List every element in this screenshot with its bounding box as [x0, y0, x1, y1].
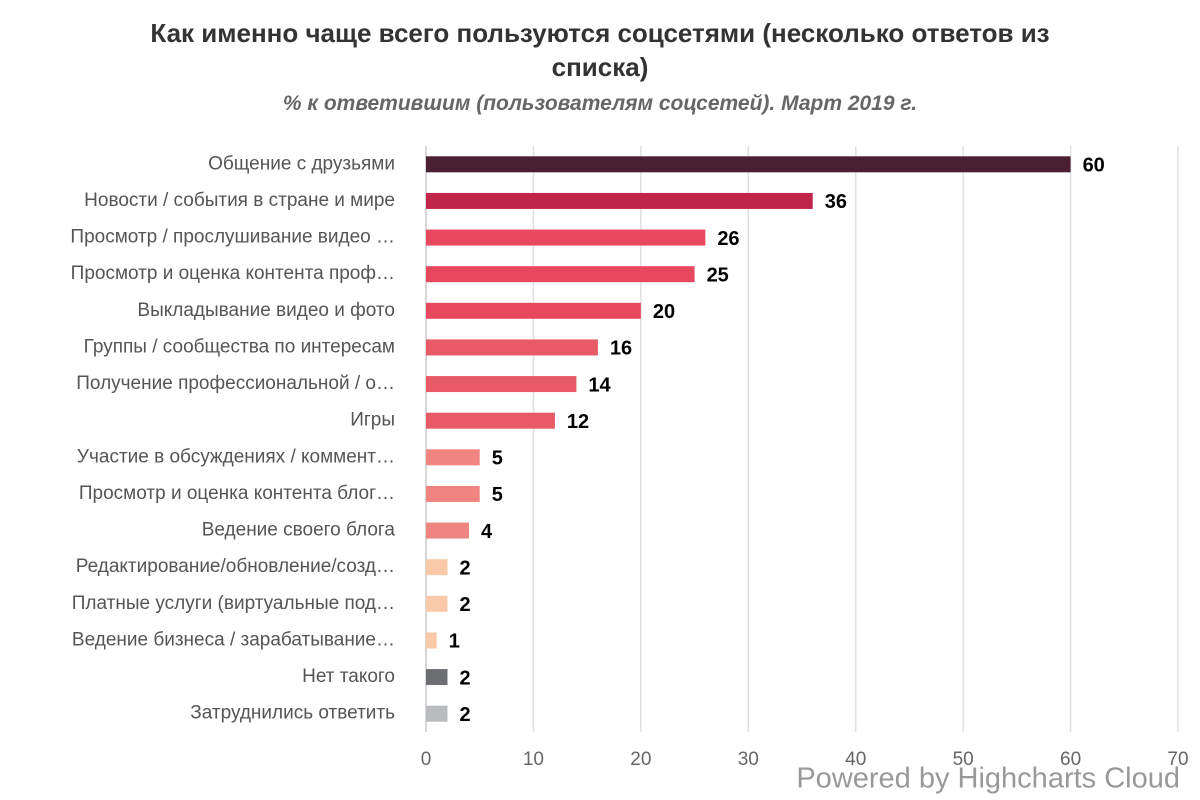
bar	[426, 412, 555, 429]
bar	[426, 595, 448, 612]
x-tick-label: 10	[523, 749, 544, 770]
x-tick-label: 20	[630, 749, 651, 770]
data-label: 20	[653, 301, 675, 323]
x-tick-label: 70	[1167, 749, 1188, 770]
data-label: 5	[492, 484, 503, 506]
y-tick-label: Редактирование/обновление/созд…	[76, 556, 395, 577]
y-tick-label: Получение профессиональной / о…	[76, 373, 395, 394]
bar	[426, 522, 469, 539]
y-tick-label: Общение с друзьями	[208, 153, 395, 174]
x-tick-label: 0	[421, 749, 432, 770]
bar	[426, 449, 480, 466]
y-tick-label: Просмотр и оценка контента блог…	[79, 483, 395, 504]
y-tick-label: Платные услуги (виртуальные под…	[72, 593, 395, 614]
bar	[426, 339, 598, 356]
credits: Powered by Highcharts Cloud	[796, 763, 1180, 795]
bar	[426, 376, 577, 393]
bar	[426, 302, 641, 319]
bar	[426, 485, 480, 502]
data-label: 14	[588, 374, 611, 396]
bar	[426, 156, 1071, 173]
data-label: 25	[707, 264, 729, 286]
data-label: 2	[459, 594, 470, 616]
y-tick-label: Ведение бизнеса / зарабатывание…	[72, 629, 395, 650]
data-label: 2	[459, 557, 470, 579]
data-label: 2	[459, 667, 470, 689]
y-tick-label: Участие в обсуждениях / коммент…	[77, 446, 395, 467]
x-tick-label: 60	[1060, 749, 1081, 770]
data-label: 12	[567, 411, 589, 433]
bar	[426, 705, 448, 722]
data-label: 16	[610, 338, 632, 360]
bar	[426, 229, 706, 246]
y-tick-label: Группы / сообщества по интересам	[84, 336, 395, 357]
bar	[426, 266, 695, 283]
bar	[426, 559, 448, 576]
x-tick-label: 30	[738, 749, 759, 770]
bar	[426, 669, 448, 686]
data-label: 26	[717, 228, 739, 250]
x-tick-label: 40	[845, 749, 866, 770]
data-label: 5	[492, 448, 503, 470]
x-tick-label: 50	[953, 749, 974, 770]
y-tick-label: Нет такого	[302, 666, 395, 687]
y-tick-label: Затруднились ответить	[190, 703, 395, 724]
y-tick-label: Просмотр / прослушивание видео …	[70, 227, 395, 248]
y-tick-label: Ведение своего блога	[202, 520, 396, 541]
y-tick-label: Новости / события в стране и мире	[84, 190, 395, 211]
chart-subtitle: % к ответившим (пользователям соцсетей).…	[282, 92, 918, 115]
y-tick-label: Игры	[350, 410, 395, 431]
bar	[426, 192, 813, 209]
data-label: 1	[449, 631, 460, 653]
chart-title: Как именно чаще всего пользуются соцсетя…	[150, 18, 1050, 82]
data-label: 36	[825, 191, 847, 213]
data-label: 60	[1083, 155, 1105, 177]
y-tick-label: Выкладывание видео и фото	[137, 300, 395, 321]
data-label: 2	[459, 704, 470, 726]
y-tick-label: Просмотр и оценка контента проф…	[71, 263, 395, 284]
bar	[426, 632, 437, 649]
data-label: 4	[481, 521, 493, 543]
